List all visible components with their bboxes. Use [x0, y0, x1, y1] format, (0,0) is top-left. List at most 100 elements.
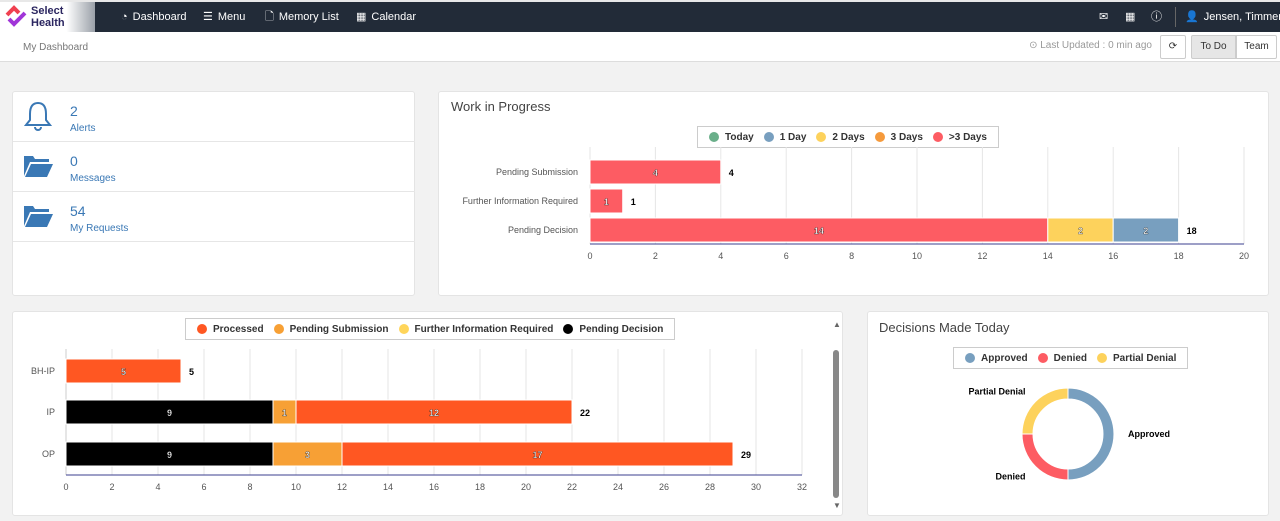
x-tick-label: 14: [383, 482, 393, 492]
file-icon: 🗋: [265, 11, 274, 23]
legend-label: Processed: [213, 323, 264, 335]
bar-segment: [589, 188, 624, 214]
bar-segment: [272, 441, 343, 467]
x-tick-label: 4: [155, 482, 160, 492]
nav-label: Memory List: [278, 11, 339, 23]
legend-item[interactable]: Partial Denial: [1097, 353, 1176, 364]
alerts-card: 2 Alerts 0 Messages 54 My Requests: [12, 91, 415, 296]
brand-name: Select Health: [31, 5, 65, 29]
legend-item[interactable]: Further Information Required: [398, 323, 554, 335]
alert-label: Alerts: [70, 123, 96, 134]
nav-memory-list[interactable]: 🗋 Memory List: [265, 2, 339, 32]
legend-dot: [816, 132, 827, 142]
y-category-label: OP: [42, 449, 55, 459]
bar-total-label: 5: [189, 367, 194, 377]
user-icon: 👤: [1185, 11, 1199, 23]
bar-total-label: 18: [1187, 226, 1197, 236]
legend-item[interactable]: 3 Days: [874, 132, 923, 143]
bar-data-label: 17: [532, 450, 542, 460]
legend-dot: [874, 132, 885, 142]
legend-dot: [763, 132, 774, 142]
top-navbar: Select Health ◔ Dashboard ☰ Menu 🗋 Memory L…: [0, 0, 1280, 32]
legend-dot: [709, 132, 719, 142]
legend-dot: [563, 324, 574, 334]
todo-toggle[interactable]: To Do: [1191, 35, 1236, 59]
x-tick-label: 2: [109, 482, 114, 492]
x-tick-label: 6: [201, 482, 206, 492]
x-tick-label: 26: [659, 482, 669, 492]
bar-segment: [65, 399, 274, 425]
legend-dot: [965, 353, 975, 363]
y-category-label: Further Information Required: [462, 196, 578, 206]
slice-label: Approved: [1128, 429, 1170, 439]
nav-dashboard[interactable]: ◔ Dashboard: [121, 2, 186, 32]
scroll-up-icon[interactable]: ▲: [833, 320, 841, 329]
x-tick-label: 6: [784, 251, 789, 261]
legend-item[interactable]: Pending Decision: [563, 324, 663, 335]
legend-item[interactable]: Today: [709, 132, 754, 143]
bar-segment: [65, 358, 182, 384]
y-category-label: Pending Submission: [496, 167, 578, 177]
mail-button[interactable]: ✉: [1099, 2, 1108, 32]
scrollbar-thumb[interactable]: [833, 350, 839, 498]
apps-button[interactable]: ▦: [1125, 2, 1135, 32]
bar-data-label: 1: [282, 408, 287, 418]
x-tick-label: 10: [912, 251, 922, 261]
x-tick-label: 14: [1043, 251, 1053, 261]
bar-data-label: 14: [814, 226, 824, 236]
messages-count: 0: [70, 153, 78, 169]
x-tick-label: 30: [751, 482, 761, 492]
legend-label: >3 Days: [948, 131, 987, 143]
legend-dot: [398, 324, 409, 334]
legend-label: Approved: [981, 352, 1028, 364]
decisions-title: Decisions Made Today: [879, 320, 1010, 335]
grid-icon: ▦: [1125, 11, 1136, 23]
y-category-label: IP: [46, 407, 55, 417]
user-menu[interactable]: 👤Jensen, Timmerie▾: [1185, 2, 1280, 32]
brand-logo[interactable]: Select Health: [0, 2, 95, 32]
legend-item[interactable]: 2 Days: [816, 132, 865, 143]
slice-label: Denied: [996, 471, 1026, 481]
wip-title: Work in Progress: [451, 99, 551, 114]
messages-item[interactable]: 0 Messages: [13, 142, 415, 192]
legend-item[interactable]: 1 Day: [763, 132, 806, 143]
nav-calendar[interactable]: ▦ Calendar: [356, 2, 416, 32]
clock-icon: ⊙: [1029, 40, 1038, 51]
decisions-legend: Approved Denied Partial Denial: [953, 347, 1189, 369]
info-button[interactable]: ⓘ: [1151, 2, 1162, 32]
y-category-label: Pending Decision: [508, 225, 578, 235]
bar-segment: [589, 159, 722, 185]
messages-label: Messages: [70, 173, 116, 184]
x-tick-label: 12: [977, 251, 987, 261]
requests-label: My Requests: [70, 223, 129, 234]
decisions-donut: Approved Denied Partial Denial: [969, 387, 1170, 482]
team-toggle[interactable]: Team: [1236, 35, 1277, 59]
user-name: Jensen, Timmerie: [1203, 11, 1280, 23]
brand-logo-icon: [5, 5, 27, 27]
legend-item[interactable]: Approved: [965, 353, 1028, 364]
refresh-button[interactable]: ⟳: [1160, 35, 1186, 59]
legend-item[interactable]: Pending Submission: [273, 324, 389, 335]
x-tick-label: 0: [587, 251, 592, 261]
bar-data-label: 5: [121, 367, 126, 377]
slice-label: Partial Denial: [969, 387, 1026, 397]
x-tick-label: 18: [475, 482, 485, 492]
nav-label: Calendar: [371, 11, 417, 23]
legend-item[interactable]: Denied: [1037, 352, 1088, 364]
scroll-down-icon[interactable]: ▼: [833, 501, 841, 510]
bar-data-label: 9: [167, 450, 172, 460]
sub-header: My Dashboard ⊙ Last Updated : 0 min ago …: [0, 32, 1280, 62]
legend-label: Further Information Required: [414, 323, 554, 335]
requests-legend: Processed Pending Submission Further Infor…: [185, 318, 676, 340]
legend-label: Denied: [1053, 352, 1088, 364]
requests-item[interactable]: 54 My Requests: [13, 192, 415, 242]
alerts-item[interactable]: 2 Alerts: [13, 92, 415, 142]
legend-item[interactable]: Processed: [197, 324, 264, 335]
x-tick-label: 2: [653, 251, 658, 261]
nav-menu[interactable]: ☰ Menu: [203, 2, 245, 32]
legend-item[interactable]: >3 Days: [932, 131, 987, 143]
donut-slice: [1021, 387, 1069, 435]
menu-icon: ☰: [203, 11, 213, 23]
legend-dot: [273, 324, 284, 334]
requests-count: 54: [70, 203, 86, 219]
